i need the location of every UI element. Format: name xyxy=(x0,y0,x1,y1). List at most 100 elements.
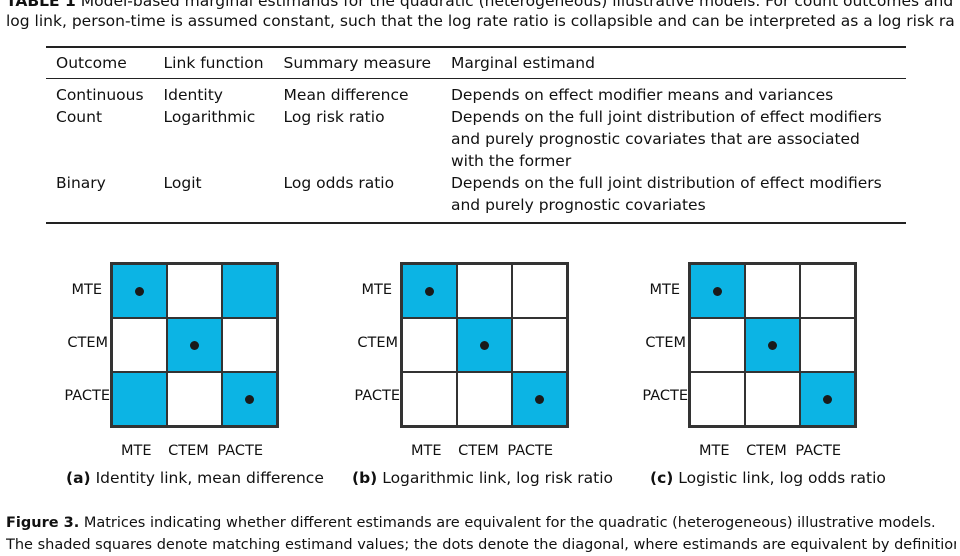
diagonal-dot xyxy=(823,394,832,404)
header-link-function: Link function xyxy=(153,46,274,79)
table-caption: TABLE 1 Model-based marginal estimands f… xyxy=(6,0,954,31)
row-label-pacte: PACTE xyxy=(354,388,400,404)
cell-link: Identity xyxy=(163,86,223,104)
matrix-cell-r1-c1 xyxy=(690,264,745,318)
cell-outcome: Count xyxy=(56,108,103,126)
table-caption-line-2: log link, person-time is assumed constan… xyxy=(6,12,954,30)
matrix-panel-b: MTE CTEM PACTE MTE CTEM PACTE (b) Logari… xyxy=(336,262,636,492)
matrix-cell-r1-c3 xyxy=(800,264,855,318)
col-label-pacte: PACTE xyxy=(507,443,554,459)
diagonal-dot xyxy=(535,394,544,404)
row-label-ctem: CTEM xyxy=(645,335,686,351)
subfigure-caption: (a) Identity link, mean difference xyxy=(66,469,324,487)
figure-caption: Figure 3. Matrices indicating whether di… xyxy=(6,512,956,556)
row-label-mte: MTE xyxy=(71,282,102,298)
cell-estimand: Depends on effect modifier means and var… xyxy=(450,86,834,104)
matrix-cell-r2-c3 xyxy=(512,318,567,372)
col-label-mte: MTE xyxy=(411,443,442,459)
col-label-pacte: PACTE xyxy=(217,443,264,459)
col-label-ctem: CTEM xyxy=(746,443,787,459)
subfigure-tag: (b) xyxy=(352,469,378,487)
cell-outcome: Continuous xyxy=(56,86,144,104)
diagonal-dot xyxy=(713,286,722,296)
subfigure-tag: (a) xyxy=(66,469,91,487)
table-row: Continuous Identity Mean difference Depe… xyxy=(46,79,906,107)
diagonal-dot xyxy=(768,340,777,350)
subfigure-caption: (b) Logarithmic link, log risk ratio xyxy=(352,469,613,487)
table-caption-text-1: Model-based marginal estimands for the q… xyxy=(80,0,954,10)
cell-estimand: Depends on the full joint distribution o… xyxy=(440,172,906,224)
subfigure-caption-text: Identity link, mean difference xyxy=(95,469,324,487)
subfigure-tag: (c) xyxy=(650,469,674,487)
table-caption-line-1: TABLE 1 Model-based marginal estimands f… xyxy=(6,0,954,11)
matrix-cell-r2-c2 xyxy=(167,318,222,372)
matrix-cell-r3-c3 xyxy=(222,372,277,426)
matrix-cell-r3-c3 xyxy=(800,372,855,426)
diagonal-dot xyxy=(245,394,254,404)
matrix-cell-r2-c3 xyxy=(800,318,855,372)
col-label-ctem: CTEM xyxy=(458,443,499,459)
col-label-ctem: CTEM xyxy=(168,443,209,459)
matrix-cell-r2-c1 xyxy=(112,318,167,372)
diagonal-dot xyxy=(135,286,144,296)
matrix-cell-r2-c3 xyxy=(222,318,277,372)
matrix-cell-r1-c2 xyxy=(457,264,512,318)
table-row: Count Logarithmic Log risk ratio Depends… xyxy=(46,106,906,172)
header-outcome: Outcome xyxy=(46,46,154,79)
matrix-grid xyxy=(400,262,569,428)
row-label-pacte: PACTE xyxy=(642,388,688,404)
subfigure-caption-text: Logistic link, log odds ratio xyxy=(678,469,886,487)
matrix-cell-r3-c3 xyxy=(512,372,567,426)
column-labels: MTE CTEM PACTE xyxy=(699,443,841,459)
matrix-cell-r1-c2 xyxy=(167,264,222,318)
cell-summary: Log risk ratio xyxy=(283,108,385,126)
header-marginal-estimand: Marginal estimand xyxy=(440,46,906,79)
matrix-cell-r3-c1 xyxy=(112,372,167,426)
table-row: Binary Logit Log odds ratio Depends on t… xyxy=(46,172,906,224)
figure-caption-label: Figure 3. xyxy=(6,515,80,531)
col-label-pacte: PACTE xyxy=(795,443,842,459)
estimands-table: Outcome Link function Summary measure Ma… xyxy=(46,46,906,224)
matrix-panel-c: MTE CTEM PACTE MTE CTEM PACTE (c) Logist… xyxy=(624,262,924,492)
matrix-grid xyxy=(110,262,279,428)
col-label-mte: MTE xyxy=(699,443,730,459)
matrix-cell-r1-c2 xyxy=(745,264,800,318)
matrix-cell-r2-c2 xyxy=(745,318,800,372)
diagonal-dot xyxy=(425,286,434,296)
matrix-cell-r1-c3 xyxy=(222,264,277,318)
column-labels: MTE CTEM PACTE xyxy=(411,443,553,459)
row-label-mte: MTE xyxy=(649,282,680,298)
col-label-mte: MTE xyxy=(121,443,152,459)
diagonal-dot xyxy=(480,340,489,350)
matrix-grid xyxy=(688,262,857,428)
figure-caption-text-1: Matrices indicating whether different es… xyxy=(83,515,936,531)
matrix-cell-r2-c1 xyxy=(402,318,457,372)
diagonal-dot xyxy=(190,340,199,350)
row-label-mte: MTE xyxy=(361,282,392,298)
header-summary-measure: Summary measure xyxy=(273,46,441,79)
subfigure-caption: (c) Logistic link, log odds ratio xyxy=(650,469,886,487)
cell-link: Logarithmic xyxy=(163,108,256,126)
row-label-ctem: CTEM xyxy=(357,335,398,351)
matrix-cell-r3-c2 xyxy=(745,372,800,426)
cell-summary: Mean difference xyxy=(283,86,409,104)
matrix-panel-a: MTE CTEM PACTE MTE CTEM PACTE (a) Identi… xyxy=(46,262,346,492)
subfigure-caption-text: Logarithmic link, log risk ratio xyxy=(382,469,614,487)
table-caption-label: TABLE 1 xyxy=(6,0,76,10)
cell-estimand: Depends on the full joint distribution o… xyxy=(450,108,882,170)
cell-outcome: Binary xyxy=(46,172,154,224)
matrix-cell-r2-c1 xyxy=(690,318,745,372)
matrix-cell-r1-c3 xyxy=(512,264,567,318)
cell-link: Logit xyxy=(153,172,274,224)
matrix-cell-r3-c1 xyxy=(690,372,745,426)
table-header-row: Outcome Link function Summary measure Ma… xyxy=(46,46,906,79)
matrix-cell-r2-c2 xyxy=(457,318,512,372)
matrix-cell-r1-c1 xyxy=(402,264,457,318)
row-label-ctem: CTEM xyxy=(67,335,108,351)
column-labels: MTE CTEM PACTE xyxy=(121,443,263,459)
matrix-cell-r3-c2 xyxy=(167,372,222,426)
matrix-cell-r3-c1 xyxy=(402,372,457,426)
matrix-cell-r1-c1 xyxy=(112,264,167,318)
figure-caption-line-2: The shaded squares denote matching estim… xyxy=(6,537,956,553)
matrix-cell-r3-c2 xyxy=(457,372,512,426)
